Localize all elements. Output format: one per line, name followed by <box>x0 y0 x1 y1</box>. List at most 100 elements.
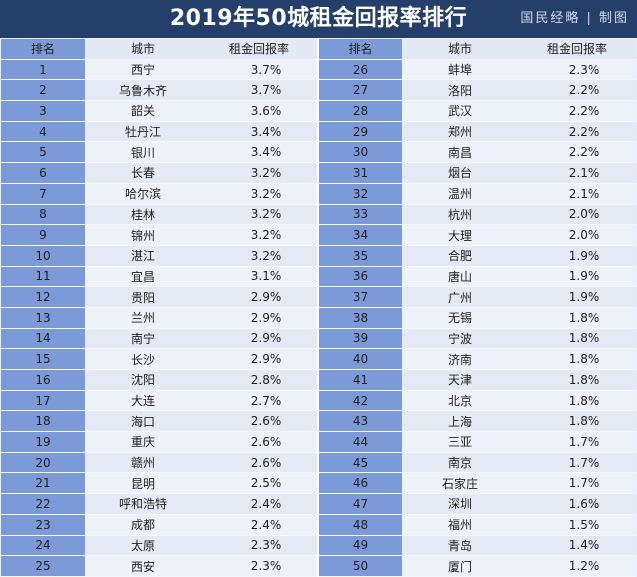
table-row: 6 长春 3.2% 31 烟台 2.1% <box>1 162 636 184</box>
cell-rate: 1.8% <box>518 307 636 329</box>
table-row: 24 太原 2.3% 49 青岛 1.4% <box>1 535 636 557</box>
header-city: 城市 <box>85 39 201 60</box>
cell-rate: 3.1% <box>201 266 318 288</box>
cell-rate: 2.9% <box>201 348 318 370</box>
cell-rank: 38 <box>317 307 402 329</box>
cell-city: 济南 <box>402 348 518 370</box>
cell-rank: 35 <box>317 245 402 267</box>
cell-rate: 3.2% <box>201 162 318 184</box>
cell-city: 银川 <box>85 141 201 164</box>
cell-rank: 26 <box>317 59 402 81</box>
cell-rank: 22 <box>1 493 85 515</box>
cell-rank: 3 <box>1 100 85 122</box>
cell-rate: 1.8% <box>518 369 636 391</box>
cell-rank: 17 <box>1 390 85 412</box>
header-row: 排名 城市 租金回报率 排名 城市 租金回报率 <box>1 39 636 60</box>
cell-rank: 10 <box>1 245 85 267</box>
cell-rank: 42 <box>317 390 402 412</box>
cell-rate: 2.6% <box>201 410 318 433</box>
cell-city: 大连 <box>85 390 201 412</box>
cell-city: 青岛 <box>402 535 518 557</box>
cell-rank: 16 <box>1 369 85 391</box>
cell-rank: 13 <box>1 307 85 329</box>
cell-rank: 15 <box>1 348 85 370</box>
cell-rate: 2.1% <box>518 183 636 205</box>
cell-rate: 2.3% <box>201 535 318 557</box>
table-row: 15 长沙 2.9% 40 济南 1.8% <box>1 348 636 370</box>
cell-city: 乌鲁木齐 <box>85 79 201 102</box>
cell-rate: 2.9% <box>201 286 318 308</box>
cell-rank: 20 <box>1 452 85 474</box>
table-row: 23 成都 2.4% 48 福州 1.5% <box>1 514 636 536</box>
cell-rank: 27 <box>317 79 402 102</box>
table-row: 5 银川 3.4% 30 南昌 2.2% <box>1 141 636 164</box>
cell-rate: 1.8% <box>518 410 636 433</box>
cell-rank: 5 <box>1 141 85 164</box>
cell-rank: 24 <box>1 535 85 557</box>
cell-rate: 2.0% <box>518 204 636 226</box>
cell-city: 哈尔滨 <box>85 183 201 205</box>
cell-city: 上海 <box>402 410 518 433</box>
ranking-table: 排名 城市 租金回报率 排名 城市 租金回报率 1 西宁 3.7% 26 蚌埠 2.3% 2… <box>1 39 636 577</box>
table-row: 8 桂林 3.2% 33 杭州 2.0% <box>1 204 636 226</box>
header-rank: 排名 <box>1 39 85 60</box>
table-body: 1 西宁 3.7% 26 蚌埠 2.3% 2 乌鲁木齐 3.7% 27 洛阳 2.2% 3 韶关 3.6% 2… <box>1 59 636 577</box>
cell-rate: 1.8% <box>518 390 636 412</box>
cell-rank: 37 <box>317 286 402 308</box>
cell-rate: 2.7% <box>201 390 318 412</box>
table-row: 4 牡丹江 3.4% 29 郑州 2.2% <box>1 121 636 143</box>
cell-rank: 23 <box>1 514 85 536</box>
cell-city: 锦州 <box>85 224 201 246</box>
table-row: 1 西宁 3.7% 26 蚌埠 2.3% <box>1 59 636 81</box>
header-rank: 排名 <box>317 39 402 60</box>
cell-rate: 1.7% <box>518 472 636 495</box>
cell-rate: 3.4% <box>201 141 318 164</box>
table-row: 18 海口 2.6% 43 上海 1.8% <box>1 410 636 433</box>
cell-city: 南昌 <box>402 141 518 164</box>
cell-city: 郑州 <box>402 121 518 143</box>
cell-city: 呼和浩特 <box>85 493 201 515</box>
cell-city: 无锡 <box>402 307 518 329</box>
cell-rate: 2.4% <box>201 514 318 536</box>
cell-rate: 1.6% <box>518 493 636 515</box>
cell-rank: 47 <box>317 493 402 515</box>
cell-rank: 45 <box>317 452 402 474</box>
cell-rate: 3.4% <box>201 121 318 143</box>
table-row: 13 兰州 2.9% 38 无锡 1.8% <box>1 307 636 329</box>
cell-rate: 1.8% <box>518 348 636 370</box>
cell-rank: 34 <box>317 224 402 246</box>
cell-city: 太原 <box>85 535 201 557</box>
cell-rate: 2.9% <box>201 307 318 329</box>
cell-city: 宜昌 <box>85 266 201 288</box>
cell-rate: 2.5% <box>201 472 318 495</box>
cell-rank: 50 <box>317 555 402 577</box>
cell-city: 贵阳 <box>85 286 201 308</box>
cell-rate: 2.2% <box>518 121 636 143</box>
header-rate: 租金回报率 <box>518 39 636 60</box>
cell-city: 桂林 <box>85 204 201 226</box>
cell-city: 宁波 <box>402 328 518 350</box>
cell-city: 长春 <box>85 162 201 184</box>
cell-rank: 28 <box>317 100 402 122</box>
cell-city: 南宁 <box>85 328 201 350</box>
cell-city: 长沙 <box>85 348 201 370</box>
cell-rate: 2.2% <box>518 79 636 102</box>
cell-rank: 1 <box>1 59 85 81</box>
cell-rate: 2.1% <box>518 162 636 184</box>
cell-rank: 33 <box>317 204 402 226</box>
cell-rate: 3.7% <box>201 79 318 102</box>
table-row: 20 赣州 2.6% 45 南京 1.7% <box>1 452 636 474</box>
cell-rate: 3.6% <box>201 100 318 122</box>
cell-city: 广州 <box>402 286 518 308</box>
cell-city: 北京 <box>402 390 518 412</box>
cell-city: 福州 <box>402 514 518 536</box>
cell-city: 杭州 <box>402 204 518 226</box>
cell-city: 蚌埠 <box>402 59 518 81</box>
cell-rate: 2.0% <box>518 224 636 246</box>
cell-rank: 2 <box>1 79 85 102</box>
cell-rank: 40 <box>317 348 402 370</box>
header-rate: 租金回报率 <box>201 39 318 60</box>
cell-rate: 2.2% <box>518 141 636 164</box>
cell-rank: 18 <box>1 410 85 433</box>
table-row: 9 锦州 3.2% 34 大理 2.0% <box>1 224 636 246</box>
